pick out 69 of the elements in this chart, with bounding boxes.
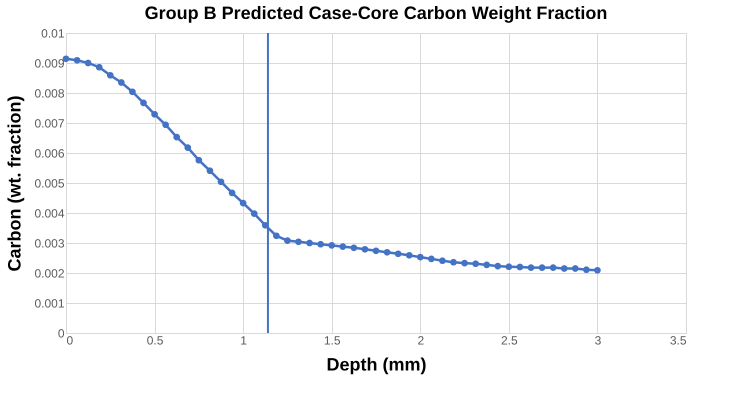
point bbox=[74, 56, 80, 64]
point bbox=[472, 260, 479, 268]
point bbox=[184, 144, 192, 151]
point bbox=[428, 256, 435, 262]
point bbox=[384, 248, 390, 256]
point bbox=[295, 238, 302, 246]
point bbox=[528, 264, 534, 271]
y-tick-label: 0.001 bbox=[34, 296, 65, 310]
point bbox=[129, 88, 136, 96]
point bbox=[84, 60, 92, 66]
point bbox=[439, 257, 446, 264]
y-tick-label: 0.005 bbox=[34, 176, 65, 190]
point bbox=[350, 244, 358, 252]
point bbox=[516, 264, 524, 270]
point bbox=[306, 240, 313, 246]
x-axis-title: Depth (mm) bbox=[326, 354, 426, 374]
point bbox=[506, 263, 512, 270]
point bbox=[240, 200, 246, 206]
x-tick-label: 2.5 bbox=[501, 334, 518, 348]
point bbox=[228, 190, 236, 196]
point bbox=[151, 110, 158, 118]
point bbox=[572, 265, 579, 272]
point bbox=[494, 262, 502, 270]
point bbox=[550, 264, 556, 271]
y-tick-label: 0.007 bbox=[34, 116, 65, 130]
point bbox=[483, 262, 490, 268]
point bbox=[106, 72, 114, 79]
point bbox=[538, 264, 546, 271]
point bbox=[328, 242, 336, 249]
y-tick-label: 0.004 bbox=[34, 206, 65, 220]
point bbox=[461, 260, 468, 266]
y-tick-label: 0.003 bbox=[34, 236, 65, 250]
point bbox=[118, 79, 125, 86]
point bbox=[62, 55, 70, 62]
x-tick-label: 1 bbox=[240, 334, 248, 348]
point bbox=[583, 266, 590, 274]
y-tick-label: 0.01 bbox=[41, 26, 65, 40]
y-tick-label: 0.009 bbox=[34, 56, 65, 70]
point bbox=[196, 156, 202, 164]
point bbox=[416, 254, 424, 260]
point bbox=[206, 167, 214, 174]
y-tick-label: 0.008 bbox=[34, 86, 65, 100]
point bbox=[394, 250, 402, 258]
y-tick-label: 0.002 bbox=[34, 266, 65, 280]
x-tick-label: 3 bbox=[594, 334, 602, 348]
y-tick-label: 0.006 bbox=[34, 146, 65, 160]
point bbox=[339, 243, 346, 250]
point bbox=[362, 246, 368, 253]
point bbox=[406, 252, 413, 259]
point bbox=[162, 121, 169, 128]
point bbox=[450, 258, 457, 266]
point bbox=[140, 100, 147, 106]
y-axis-title: Carbon (wt. fraction) bbox=[4, 96, 24, 272]
x-tick-label: 1.5 bbox=[324, 334, 341, 348]
x-tick-label: 3.5 bbox=[670, 334, 687, 348]
x-tick-label: 0 bbox=[66, 334, 74, 348]
point bbox=[284, 237, 291, 244]
point bbox=[250, 210, 258, 217]
point bbox=[173, 134, 180, 140]
point bbox=[218, 178, 224, 186]
point bbox=[317, 240, 324, 248]
x-tick-label: 2 bbox=[417, 334, 424, 348]
point bbox=[560, 265, 568, 272]
point bbox=[594, 266, 601, 274]
point bbox=[96, 64, 103, 71]
point bbox=[273, 232, 280, 240]
x-tick-label: 0.5 bbox=[146, 334, 164, 348]
chart-title: Group B Predicted Case-Core Carbon Weight Fraction bbox=[144, 3, 608, 23]
point bbox=[372, 247, 380, 254]
